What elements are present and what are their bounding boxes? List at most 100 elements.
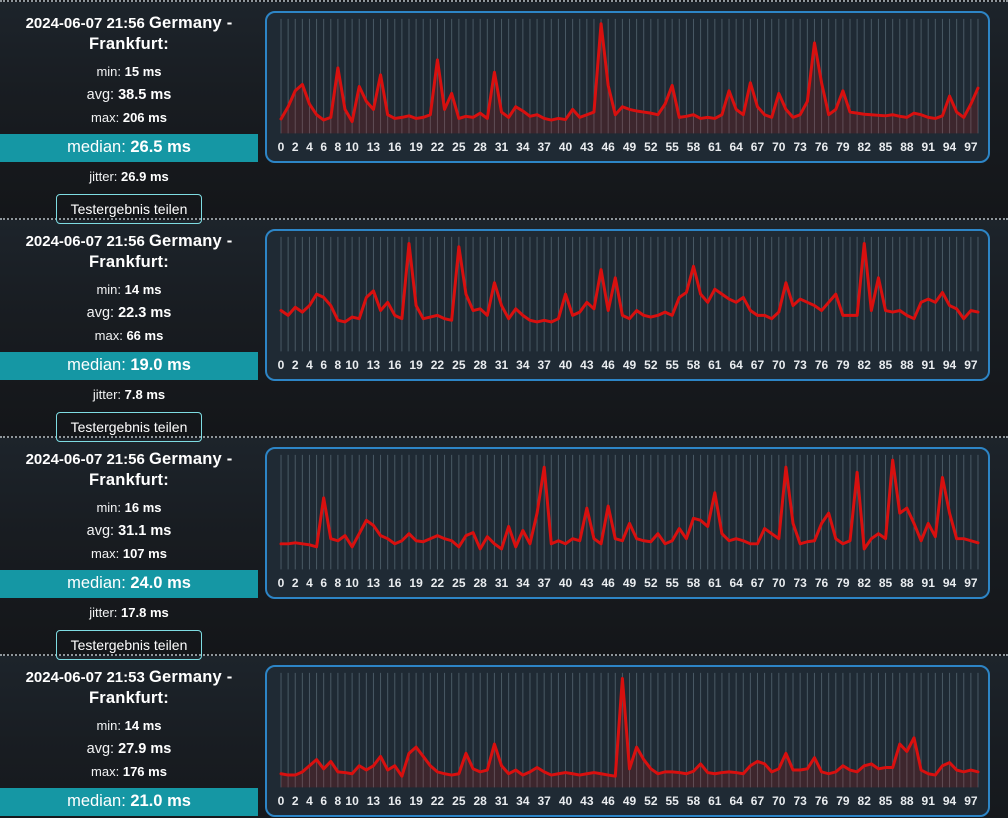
svg-text:46: 46	[601, 358, 615, 372]
svg-text:64: 64	[729, 576, 743, 590]
svg-text:34: 34	[516, 140, 530, 154]
svg-text:85: 85	[879, 576, 893, 590]
svg-text:70: 70	[772, 794, 786, 808]
svg-text:37: 37	[538, 794, 552, 808]
svg-text:4: 4	[306, 794, 313, 808]
stat-max-value: 206 ms	[122, 110, 167, 125]
svg-text:70: 70	[772, 358, 786, 372]
svg-text:58: 58	[687, 794, 701, 808]
stat-avg: avg: 22.3 ms	[87, 305, 172, 321]
result-stats: 2024-06-07 21:56 Germany - Frankfurt: mi…	[0, 438, 258, 660]
svg-text:19: 19	[409, 358, 423, 372]
svg-text:0: 0	[278, 576, 285, 590]
svg-text:8: 8	[335, 140, 342, 154]
share-result-button[interactable]: Testergebnis teilen	[55, 630, 203, 660]
svg-text:25: 25	[452, 358, 466, 372]
stat-min: min: 15 ms	[96, 64, 161, 79]
svg-text:64: 64	[729, 358, 743, 372]
stat-avg-value: 27.9 ms	[118, 741, 172, 757]
svg-text:10: 10	[345, 794, 359, 808]
stat-avg: avg: 27.9 ms	[87, 741, 172, 757]
stat-avg-value: 22.3 ms	[118, 305, 172, 321]
share-result-button[interactable]: Testergebnis teilen	[55, 194, 203, 224]
svg-text:19: 19	[409, 140, 423, 154]
svg-text:43: 43	[580, 576, 594, 590]
stat-max-label: max:	[94, 328, 123, 343]
stat-jitter: jitter: 7.8 ms	[93, 387, 165, 402]
stat-max-label: max:	[91, 764, 120, 779]
svg-text:49: 49	[623, 358, 637, 372]
svg-text:10: 10	[345, 358, 359, 372]
svg-text:67: 67	[751, 794, 765, 808]
svg-text:40: 40	[559, 794, 573, 808]
stat-avg: avg: 38.5 ms	[87, 87, 172, 103]
svg-text:64: 64	[729, 794, 743, 808]
stat-max-value: 176 ms	[122, 764, 167, 779]
svg-text:13: 13	[367, 358, 381, 372]
result-location: Germany - Frankfurt:	[89, 232, 233, 271]
test-result-panel-1: 2024-06-07 21:56 Germany - Frankfurt: mi…	[0, 0, 1008, 224]
result-location: Germany - Frankfurt:	[89, 450, 233, 489]
svg-text:58: 58	[687, 140, 701, 154]
stat-median-highlight: median: 19.0 ms	[0, 352, 258, 380]
svg-text:49: 49	[623, 140, 637, 154]
stat-median-value: 21.0 ms	[130, 792, 191, 810]
svg-text:73: 73	[793, 140, 807, 154]
latency-chart: 0 2 4 6 8 10 13 16 19 22 25 28 31 34 37 40 43 46 49 52 55 58 6…	[265, 447, 990, 599]
svg-text:28: 28	[474, 358, 488, 372]
result-location: Germany - Frankfurt:	[89, 668, 233, 707]
stat-min: min: 14 ms	[96, 718, 161, 733]
stat-jitter-value: 17.8 ms	[121, 605, 169, 620]
svg-text:79: 79	[836, 576, 850, 590]
stat-max-value: 107 ms	[122, 546, 167, 561]
svg-text:82: 82	[858, 358, 872, 372]
svg-text:34: 34	[516, 576, 530, 590]
svg-text:97: 97	[964, 358, 978, 372]
svg-text:76: 76	[815, 358, 829, 372]
svg-text:70: 70	[772, 140, 786, 154]
stat-median-highlight: median: 26.5 ms	[0, 134, 258, 162]
stat-jitter-label: jitter:	[92, 387, 122, 402]
stat-min-value: 16 ms	[124, 500, 162, 515]
stat-median-value: 19.0 ms	[130, 356, 191, 374]
svg-text:88: 88	[900, 576, 914, 590]
svg-text:6: 6	[320, 576, 327, 590]
svg-text:40: 40	[559, 358, 573, 372]
svg-text:85: 85	[879, 358, 893, 372]
stat-max-value: 66 ms	[126, 328, 164, 343]
stat-avg: avg: 31.1 ms	[87, 523, 172, 539]
svg-text:70: 70	[772, 576, 786, 590]
svg-text:94: 94	[943, 358, 957, 372]
svg-text:37: 37	[538, 140, 552, 154]
svg-text:61: 61	[708, 794, 722, 808]
svg-text:4: 4	[306, 358, 313, 372]
svg-text:85: 85	[879, 794, 893, 808]
svg-text:64: 64	[729, 140, 743, 154]
svg-text:55: 55	[665, 576, 679, 590]
svg-text:43: 43	[580, 140, 594, 154]
stat-median-highlight: median: 21.0 ms	[0, 788, 258, 816]
stat-avg-value: 38.5 ms	[118, 87, 172, 103]
share-result-button[interactable]: Testergebnis teilen	[55, 412, 203, 442]
svg-text:73: 73	[793, 358, 807, 372]
stat-avg-value: 31.1 ms	[118, 523, 172, 539]
svg-text:31: 31	[495, 140, 509, 154]
svg-text:58: 58	[687, 576, 701, 590]
latency-chart: 0 2 4 6 8 10 13 16 19 22 25 28 31 34 37 40 43 46 49 52 55 58 6…	[265, 229, 990, 381]
stat-jitter: jitter: 26.9 ms	[89, 169, 169, 184]
svg-text:82: 82	[858, 140, 872, 154]
svg-text:4: 4	[306, 140, 313, 154]
result-timestamp: 2024-06-07 21:56	[25, 15, 145, 32]
svg-text:8: 8	[335, 794, 342, 808]
result-title: 2024-06-07 21:53 Germany - Frankfurt:	[10, 667, 248, 709]
svg-text:16: 16	[388, 358, 402, 372]
svg-text:37: 37	[538, 358, 552, 372]
svg-text:46: 46	[601, 576, 615, 590]
svg-text:34: 34	[516, 358, 530, 372]
svg-text:73: 73	[793, 794, 807, 808]
svg-text:49: 49	[623, 576, 637, 590]
result-timestamp: 2024-06-07 21:56	[25, 233, 145, 250]
svg-text:2: 2	[292, 140, 299, 154]
svg-text:22: 22	[431, 140, 445, 154]
stat-min-value: 14 ms	[124, 282, 162, 297]
